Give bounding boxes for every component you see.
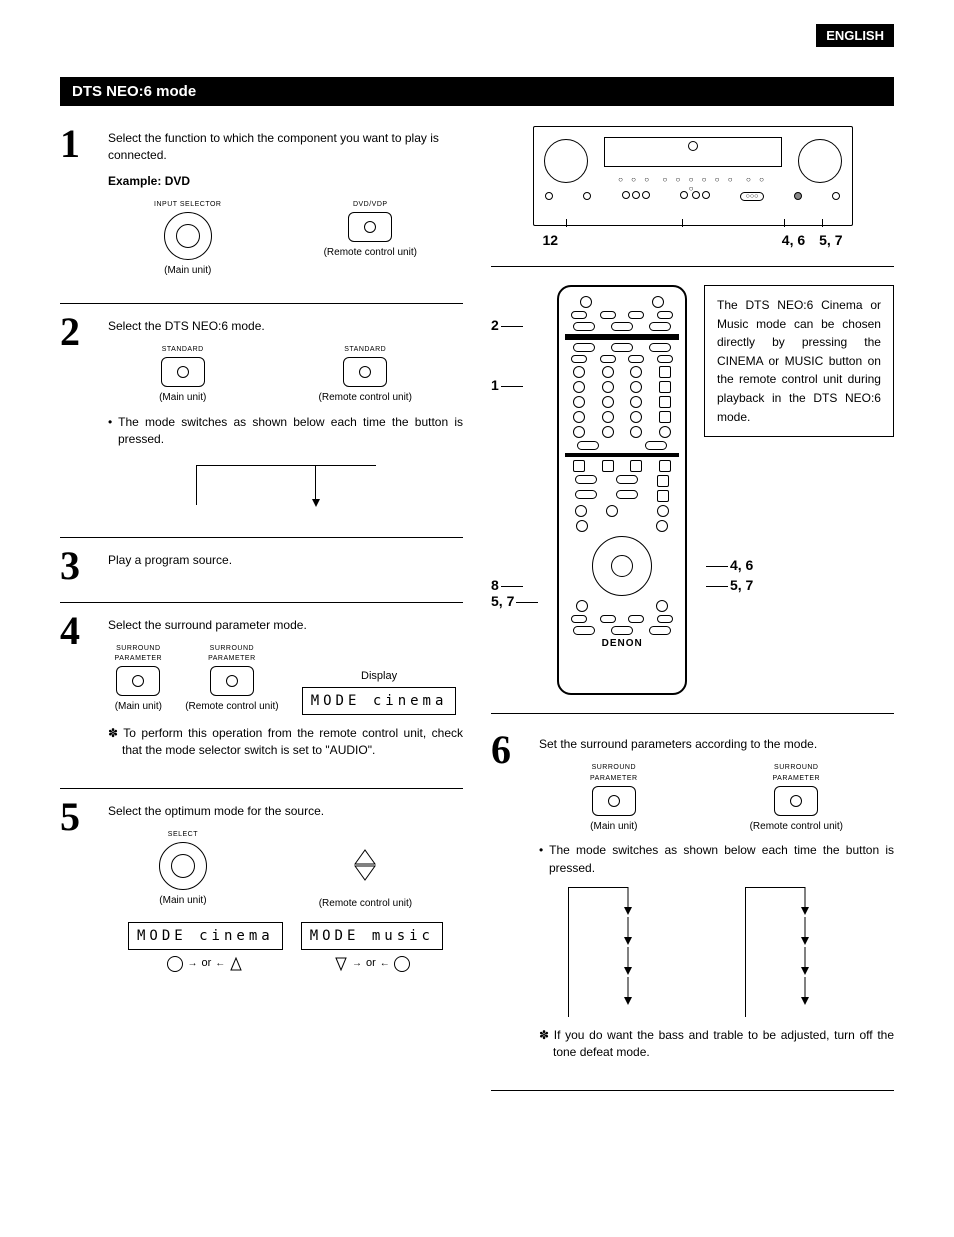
example-label: Example: DVD	[108, 173, 463, 190]
step-number: 6	[491, 732, 525, 1072]
main-unit-figure: SURROUND PARAMETER (Main unit)	[590, 763, 638, 834]
remote-callout: 4, 6	[730, 557, 753, 573]
surround-param-button-icon	[210, 666, 254, 696]
info-box: The DTS NEO:6 Cinema or Music mode can b…	[704, 285, 894, 437]
remote-unit-figure: DVD/VDP (Remote control unit)	[324, 200, 417, 279]
standard-button-icon	[161, 357, 205, 387]
divider	[491, 713, 894, 714]
knob-right-icon	[394, 956, 410, 972]
step-5: 5 Select the optimum mode for the source…	[60, 799, 463, 973]
step-number: 1	[60, 126, 94, 285]
step-2: 2 Select the DTS NEO:6 mode. STANDARD (M…	[60, 314, 463, 519]
surround-param-button-icon	[592, 786, 636, 816]
main-unit-figure: SURROUND PARAMETER (Main unit)	[115, 644, 163, 715]
lcd-display: MODE cinema	[302, 687, 457, 715]
main-unit-figure: INPUT SELECTOR (Main unit)	[154, 200, 221, 279]
cycle-diagram-icon	[539, 887, 894, 1017]
remote-unit-figure: SURROUND PARAMETER (Remote control unit)	[185, 644, 278, 715]
divider	[60, 788, 463, 789]
tone-defeat-note: If you do want the bass and trable to be…	[539, 1027, 894, 1062]
cursor-up-icon	[229, 956, 243, 972]
step-text: Select the surround parameter mode.	[108, 617, 463, 634]
step-4: 4 Select the surround parameter mode. SU…	[60, 613, 463, 770]
cinema-mode-box: MODE cinema → or ←	[128, 922, 283, 972]
receiver-knob-icon	[798, 139, 842, 183]
remote-callout: 1	[491, 377, 499, 393]
cycle-diagram-icon	[186, 457, 386, 509]
main-unit-figure: STANDARD (Main unit)	[159, 345, 206, 406]
brand-label: DENON	[565, 638, 679, 649]
nav-wheel-icon	[592, 536, 652, 596]
step-number: 5	[60, 799, 94, 973]
cursor-down-icon	[334, 956, 348, 972]
step-number: 4	[60, 613, 94, 770]
standard-button-icon	[343, 357, 387, 387]
step-text: Select the DTS NEO:6 mode.	[108, 318, 463, 335]
step-text: Select the function to which the compone…	[108, 130, 463, 165]
remote-callout: 8	[491, 577, 499, 593]
divider	[60, 602, 463, 603]
surround-param-button-icon	[116, 666, 160, 696]
remote-unit-figure: STANDARD (Remote control unit)	[319, 345, 412, 406]
language-badge: ENGLISH	[816, 24, 894, 47]
section-title: DTS NEO:6 mode	[60, 77, 894, 106]
step-text: Set the surround parameters according to…	[539, 736, 894, 753]
receiver-figure: ○ ○ ○ ○ ○ ○ ○ ○ ○ ○ ○ ○ ○○○	[491, 126, 894, 248]
select-knob-icon	[159, 842, 207, 890]
step-text: Play a program source.	[108, 552, 463, 569]
remote-unit-figure: (Remote control unit)	[319, 830, 412, 912]
input-selector-knob-icon	[164, 212, 212, 260]
knob-left-icon	[167, 956, 183, 972]
remote-callout: 5, 7	[491, 593, 514, 609]
mode-switch-note: • The mode switches as shown below each …	[539, 842, 894, 877]
divider	[60, 303, 463, 304]
divider	[491, 1090, 894, 1091]
mode-switch-note: • The mode switches as shown below each …	[108, 414, 463, 449]
receiver-callout: 5, 7	[819, 232, 842, 248]
receiver-knob-icon	[544, 139, 588, 183]
remote-callout: 5, 7	[730, 577, 753, 593]
step-3: 3 Play a program source.	[60, 548, 463, 584]
step-text: Select the optimum mode for the source.	[108, 803, 463, 820]
remote-callout: 2	[491, 317, 499, 333]
remote-control-icon: DENON	[557, 285, 687, 695]
display-figure: Display MODE cinema	[302, 669, 457, 715]
divider	[60, 537, 463, 538]
receiver-callout: 2	[550, 232, 558, 248]
step-6: 6 Set the surround parameters according …	[491, 732, 894, 1072]
audio-mode-note: To perform this operation from the remot…	[108, 725, 463, 760]
ir-sensor-icon	[688, 141, 698, 151]
divider	[491, 266, 894, 267]
surround-param-button-icon	[774, 786, 818, 816]
lcd-display: MODE cinema	[128, 922, 283, 950]
step-number: 2	[60, 314, 94, 519]
cursor-buttons-icon	[340, 840, 390, 888]
step-number: 3	[60, 548, 94, 584]
receiver-callout: 4, 6	[782, 232, 805, 248]
step-1: 1 Select the function to which the compo…	[60, 126, 463, 285]
lcd-display: MODE music	[301, 922, 443, 950]
main-unit-figure: SELECT (Main unit)	[159, 830, 207, 912]
remote-figure: 2 1 8 5, 7	[491, 285, 894, 695]
music-mode-box: MODE music → or ←	[301, 922, 443, 972]
dvd-button-icon	[348, 212, 392, 242]
remote-unit-figure: SURROUND PARAMETER (Remote control unit)	[750, 763, 843, 834]
receiver-callout: 1	[543, 232, 551, 248]
